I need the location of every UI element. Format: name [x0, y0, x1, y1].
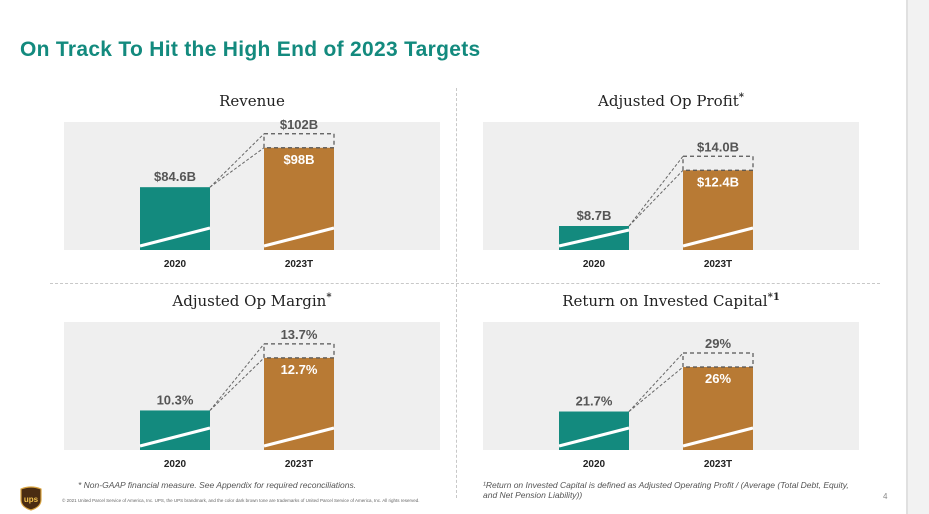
target-label: 29%: [705, 336, 731, 351]
chart-revenue: 2020 2023T $84.6B $98B $102B: [64, 117, 440, 270]
target-label: 13.7%: [281, 327, 318, 342]
panel-revenue: Revenue 2020 2023T $84.6B $98B $102B: [64, 88, 440, 278]
data-label: $98B: [283, 152, 314, 167]
connector-bottom: [628, 366, 684, 412]
bar-2023t: [264, 357, 334, 450]
panel-title-sup: *: [326, 292, 332, 303]
panel-adjusted-op-margin: Adjusted Op Margin* 2020 2023T 10.3% 12.7% 1…: [64, 288, 440, 478]
data-label: 26%: [705, 371, 731, 386]
bar-2023t: [264, 147, 334, 250]
panel-title-text: Adjusted Op Profit: [598, 92, 739, 110]
horizontal-divider: [50, 283, 880, 284]
panel-title-sup: *: [738, 92, 744, 103]
panel-title: Adjusted Op Margin*: [64, 292, 440, 310]
bar-stripe: [558, 426, 630, 448]
category-label: 2020: [583, 459, 606, 470]
panel-title-text: Adjusted Op Margin: [172, 292, 327, 310]
target-label: $14.0B: [697, 139, 739, 154]
bar-stripe: [558, 228, 630, 248]
panel-adjusted-op-profit: Adjusted Op Profit* 2020 2023T $8.7B $12.4B…: [483, 88, 859, 278]
connector-top: [209, 133, 265, 188]
category-label: 2023T: [285, 459, 313, 470]
panel-title: Adjusted Op Profit*: [483, 92, 859, 110]
data-label: $12.4B: [697, 174, 739, 189]
footnote-roic-definition: ¹Return on Invested Capital is defined a…: [483, 480, 849, 500]
right-edge-line: [906, 0, 908, 514]
category-label: 2023T: [704, 459, 732, 470]
bar-stripe: [139, 426, 211, 448]
vertical-divider: [456, 88, 457, 498]
panel-title-text: Revenue: [219, 92, 285, 110]
bar-stripe: [682, 226, 754, 248]
target-label: $102B: [280, 117, 318, 132]
data-label: 10.3%: [157, 392, 194, 407]
chart-background: [64, 122, 440, 250]
bar-stripe: [682, 426, 754, 448]
panel-title-sup: *1: [767, 292, 780, 303]
chart-roic: 2020 2023T 21.7% 26% 29%: [483, 322, 859, 470]
connector-top: [209, 343, 265, 411]
data-label: 21.7%: [576, 394, 613, 409]
bar-stripe: [263, 226, 335, 248]
bar-stripe: [263, 426, 335, 448]
connector-bottom: [628, 169, 684, 227]
bar-stripe: [139, 226, 211, 248]
copyright: © 2021 United Parcel Service of America,…: [62, 498, 420, 503]
connector-top: [628, 352, 684, 412]
category-label: 2023T: [285, 259, 313, 270]
panel-title: Revenue: [64, 92, 440, 110]
category-label: 2023T: [704, 259, 732, 270]
category-label: 2020: [583, 259, 606, 270]
page-number: 4: [883, 492, 888, 501]
data-label: $84.6B: [154, 169, 196, 184]
ups-logo: ups: [20, 486, 42, 511]
chart-background: [483, 322, 859, 450]
logo-text: ups: [24, 495, 39, 504]
chart-adjusted-op-profit: 2020 2023T $8.7B $12.4B $14.0B: [483, 122, 859, 270]
right-edge-bar: [908, 0, 929, 514]
page-title: On Track To Hit the High End of 2023 Tar…: [20, 38, 481, 61]
category-label: 2020: [164, 459, 187, 470]
panel-title: Return on Invested Capital*1: [483, 292, 859, 310]
connector-bottom: [209, 357, 265, 411]
data-label: $8.7B: [577, 208, 612, 223]
chart-background: [483, 122, 859, 250]
bar-2020: [140, 187, 210, 250]
panel-title-text: Return on Invested Capital: [562, 292, 768, 310]
chart-adjusted-op-margin: 2020 2023T 10.3% 12.7% 13.7%: [64, 322, 440, 470]
panel-roic: Return on Invested Capital*1 2020 2023T 21…: [483, 288, 859, 478]
category-label: 2020: [164, 259, 187, 270]
footnote-non-gaap: * Non-GAAP financial measure. See Append…: [78, 480, 357, 490]
connector-bottom: [209, 147, 265, 188]
chart-background: [64, 322, 440, 450]
data-label: 12.7%: [281, 362, 318, 377]
